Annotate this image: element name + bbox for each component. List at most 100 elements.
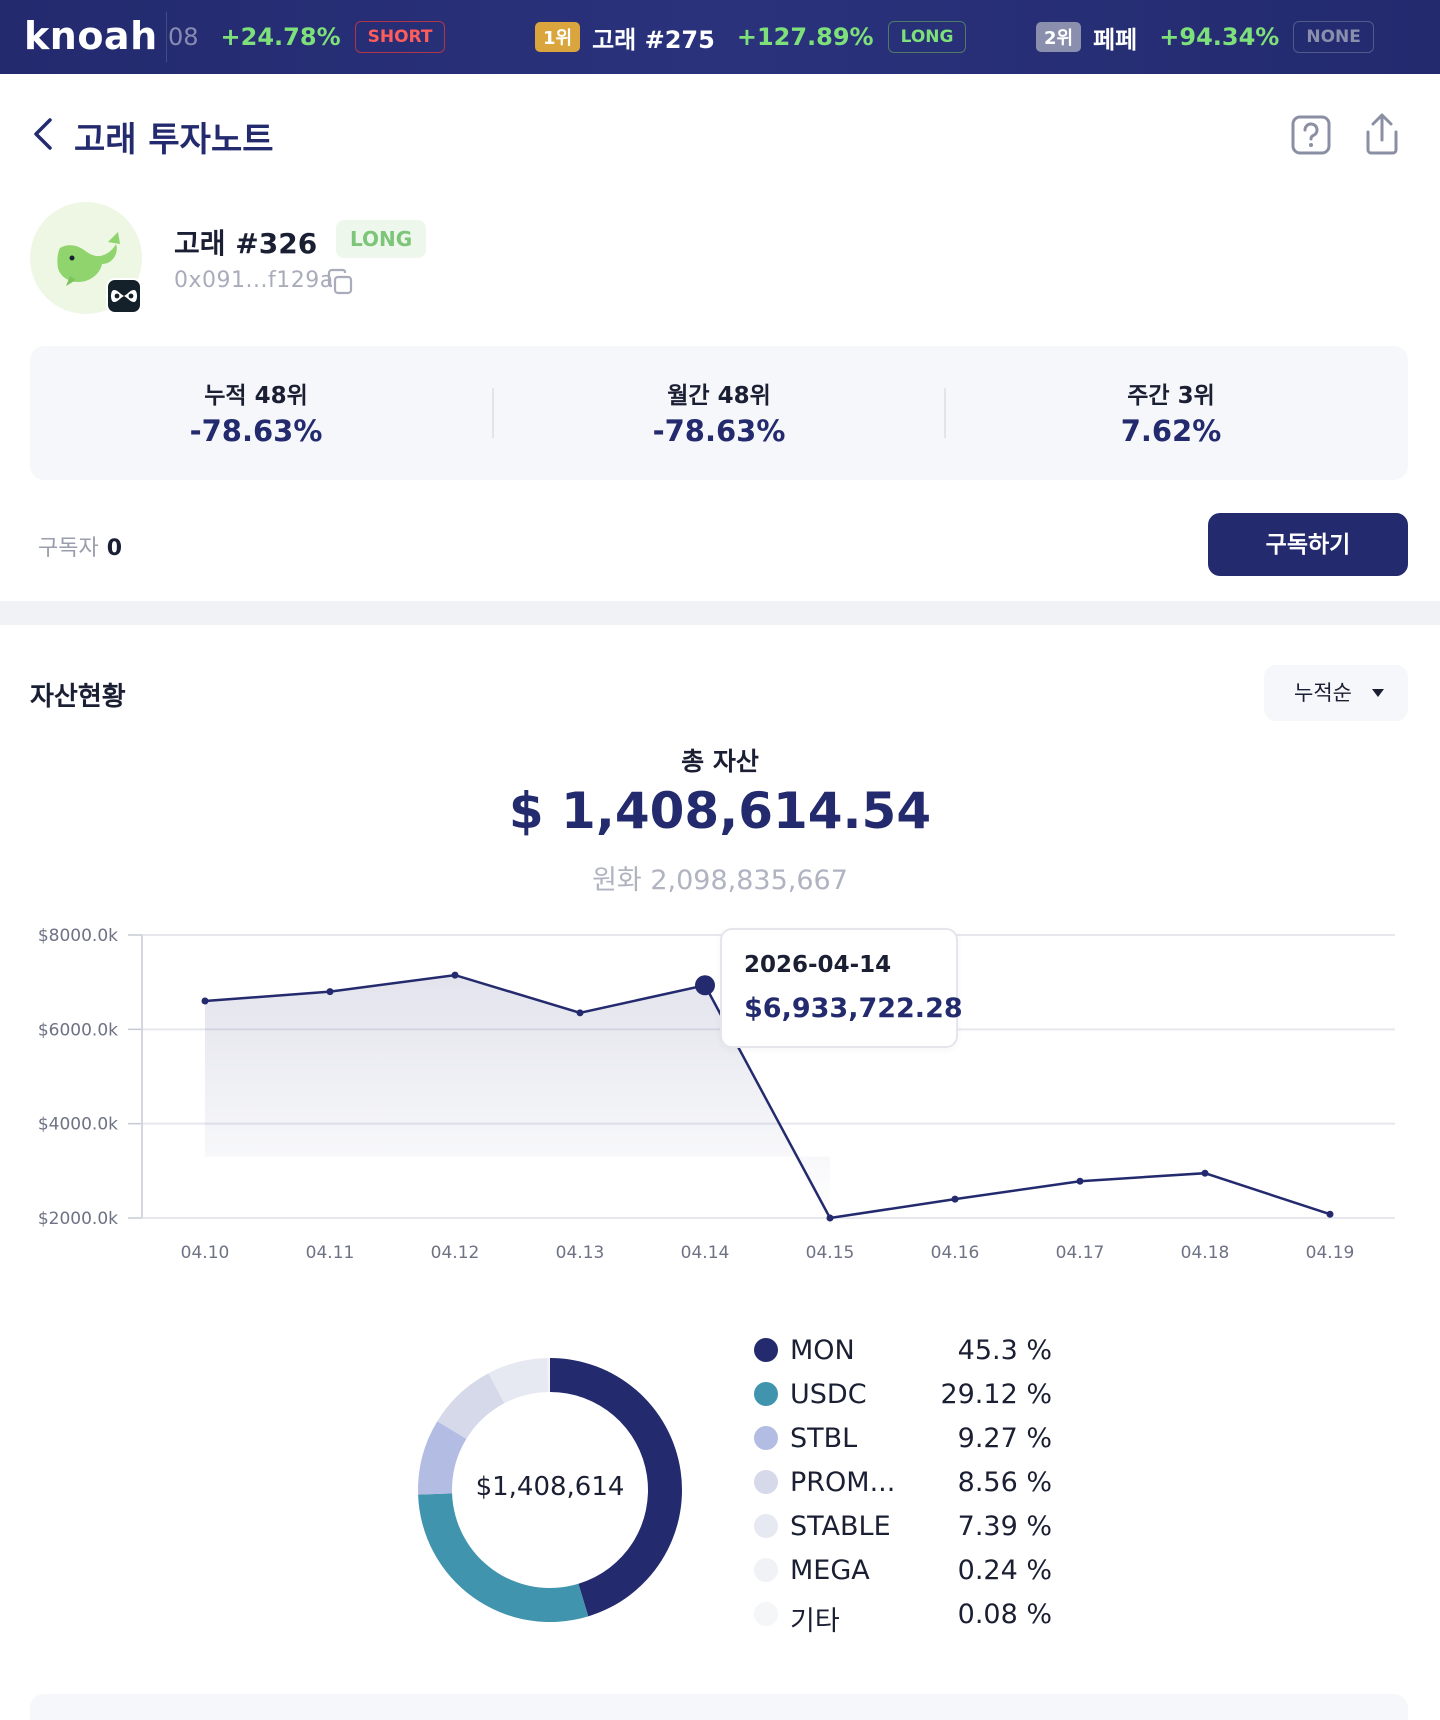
allocation-legend: MON 45.3 % USDC 29.12 % STBL 9.27 % PROM... 8.5… [752,1330,1052,1638]
ticker-item[interactable]: 1위 고래 #275 +127.89% LONG [535,18,967,56]
highlighted-data-point[interactable] [695,975,715,996]
legend-label: MEGA [790,1555,870,1586]
series-line [204,973,1331,1220]
chain-logo-icon [106,278,142,314]
page-header: 고래 투자노트 [0,74,1440,192]
legend-label: STABLE [790,1511,891,1542]
ticker-pct: +94.34% [1159,23,1280,51]
y-tick-label: $8000.0k [38,926,118,946]
legend-label: MON [790,1335,855,1366]
subscriber-label: 구독자 [38,536,99,561]
legend-swatch [754,1426,778,1450]
ticker-position-badge: NONE [1293,21,1374,53]
ticker-position-badge: SHORT [354,21,446,53]
donut-slice-prom[interactable] [437,1373,505,1439]
section-title: 자산현황 [30,682,126,712]
legend-label: USDC [790,1379,867,1410]
total-assets-usd: $ 1,408,614.54 [508,782,932,840]
stat-weekly: 주간 3위 7.62% [945,346,1397,480]
x-tick-label: 04.16 [931,1243,980,1263]
ticker-name: 고래 #275 [592,25,715,54]
stat-monthly: 월간 48위 -78.63% [493,346,945,480]
stat-label: 누적 48위 [204,383,308,409]
ranking-ticker: knoah 08 +24.78% SHORT 1위 고래 #275 +127.8… [0,0,1440,74]
rank-badge: 2위 [1036,22,1082,52]
legend-percent: 7.39 % [957,1511,1052,1542]
legend-item: 기타 0.08 % [752,1594,1052,1638]
series-area [205,975,830,1218]
x-tick-label: 04.17 [1056,1243,1105,1263]
question-square-icon[interactable] [1290,114,1332,156]
tooltip-date: 2026-04-14 [744,952,892,978]
total-assets-krw: 원화 2,098,835,667 [592,865,848,896]
whale-name: 고래 #326 [174,227,318,260]
data-point[interactable] [326,988,334,996]
legend-item: USDC 29.12 % [752,1374,1052,1418]
donut-slice-mon[interactable] [550,1358,683,1617]
subscribe-button[interactable]: 구독하기 [1208,513,1408,576]
ticker-fragment: 08 [168,23,199,51]
legend-item: PROM... 8.56 % [752,1462,1052,1506]
total-assets-label: 총 자산 [681,747,759,776]
legend-label: STBL [790,1423,858,1454]
legend-swatch [754,1338,778,1362]
legend-swatch [754,1470,778,1494]
section-divider [0,601,1440,625]
legend-percent: 0.24 % [957,1555,1052,1586]
ranking-stats-card: 누적 48위 -78.63% 월간 48위 -78.63% 주간 3위 7.62… [30,346,1408,480]
x-tick-label: 04.11 [306,1243,355,1263]
donut-slice-stbl[interactable] [418,1421,467,1495]
legend-swatch [754,1558,778,1582]
data-point[interactable] [1201,1169,1209,1177]
tooltip-value: $6,933,722.28 [744,993,963,1024]
x-tick-label: 04.12 [431,1243,480,1263]
legend-swatch [754,1602,778,1626]
ticker-position-badge: LONG [887,21,967,53]
legend-label: 기타 [790,1606,840,1637]
legend-swatch [754,1514,778,1538]
donut-slice-[interactable] [549,1358,550,1393]
legend-item: MEGA 0.24 % [752,1550,1052,1594]
stat-cumulative: 누적 48위 -78.63% [30,346,482,480]
legend-label: PROM... [790,1467,896,1498]
data-point[interactable] [826,1214,834,1222]
data-point[interactable] [951,1195,959,1203]
logo-divider [166,12,167,62]
sort-dropdown[interactable]: 누적순 [1264,665,1408,721]
app-logo[interactable]: knoah [24,14,158,58]
donut-slice-stable[interactable] [488,1358,549,1404]
data-point[interactable] [201,997,209,1005]
data-point[interactable] [451,971,459,979]
y-tick-label: $4000.0k [38,1115,118,1135]
subscriber-number: 0 [106,536,123,561]
subscriber-count: 구독자 0 [38,530,122,562]
ticker-pct: +127.89% [736,23,874,51]
stat-value: -78.63% [189,414,323,448]
data-point[interactable] [1326,1210,1334,1218]
rank-badge: 1위 [535,22,581,52]
stat-divider [492,388,494,438]
data-point[interactable] [576,1009,584,1017]
data-point[interactable] [1076,1177,1084,1185]
legend-item: MON 45.3 % [752,1330,1052,1374]
y-tick-label: $2000.0k [38,1209,118,1229]
chart-tooltip: 2026-04-14 $6,933,722.28 [720,928,963,1048]
ticker-item[interactable]: 08 +24.78% SHORT [168,18,446,56]
ticker-item[interactable]: 2위 페페 +94.34% NONE [1036,18,1374,56]
legend-percent: 45.3 % [957,1335,1052,1366]
legend-percent: 0.08 % [957,1599,1052,1630]
donut-slice-usdc[interactable] [418,1493,589,1622]
x-tick-label: 04.14 [681,1243,730,1263]
stat-value: -78.63% [652,414,786,448]
stat-value: 7.62% [1120,414,1222,448]
donut-slice-mega[interactable] [547,1358,550,1393]
chevron-left-icon[interactable] [30,114,58,154]
x-tick-label: 04.18 [1181,1243,1230,1263]
share-icon[interactable] [1362,112,1402,156]
copy-icon[interactable] [326,268,354,296]
allocation-donut-chart[interactable] [416,1356,684,1624]
stat-label: 월간 48위 [667,383,771,409]
sort-value: 누적순 [1294,681,1352,705]
next-section-card [30,1694,1408,1720]
x-tick-label: 04.19 [1306,1243,1355,1263]
